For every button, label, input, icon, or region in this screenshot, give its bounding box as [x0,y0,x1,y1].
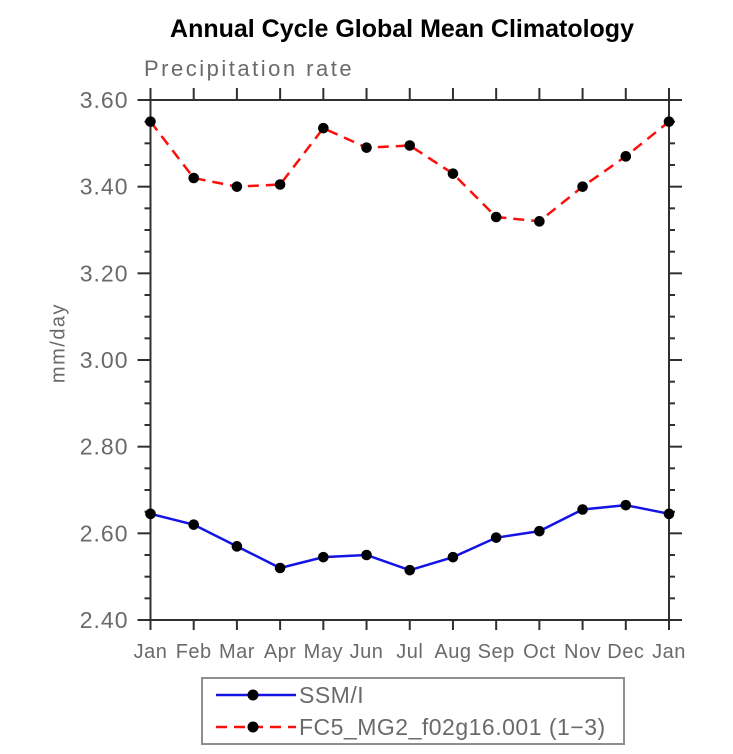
data-point-marker [188,172,200,184]
series-line-0 [150,503,670,572]
legend-label: SSM/I [299,681,365,708]
x-tick-label: Mar [219,641,255,663]
data-point-marker [274,562,286,574]
x-tick-label: Jan [652,641,686,663]
legend-line-sample [216,721,296,733]
x-tick-label: Dec [607,641,644,663]
x-tick-label: Sep [478,641,515,663]
data-point-marker [231,541,243,552]
data-point-marker [490,532,502,543]
y-tick-label: 2.40 [80,607,129,633]
data-point-marker [577,181,588,192]
x-tick-label: May [304,641,343,663]
data-point-marker [318,551,329,563]
data-point-marker [404,140,416,151]
chart-subtitle: Precipitation rate [144,56,355,81]
data-point-marker [577,504,588,515]
x-tick-label: Oct [523,641,556,663]
legend-entry: SSM/I [215,680,623,710]
y-tick-label: 2.60 [80,520,129,546]
data-point-marker [447,551,459,563]
x-tick-label: Aug [434,641,471,663]
data-point-marker [663,116,675,127]
chart-title: Annual Cycle Global Mean Climatology [170,15,634,43]
data-point-marker [318,122,329,134]
data-point-marker [447,168,459,179]
x-tick-label: Apr [264,641,297,663]
legend-entry: FC5_MG2_f02g16.001 (1−3) [215,712,623,742]
legend-line-sample [216,689,296,701]
data-point-marker [534,216,545,227]
y-tick-label: 2.80 [80,434,129,460]
x-tick-label: Jul [396,641,423,663]
y-tick-label: 3.40 [80,174,129,200]
data-point-marker [188,519,200,530]
y-tick-label: 3.60 [80,87,129,113]
data-point-marker [404,564,416,576]
data-point-marker [361,142,372,153]
legend-marker-icon [247,721,259,733]
data-point-marker [534,525,545,537]
y-tick-label: 3.20 [80,260,129,286]
legend: SSM/I FC5_MG2_f02g16.001 (1−3) [201,677,625,745]
data-point-marker [361,549,372,561]
data-point-marker [663,508,675,520]
legend-marker-icon [247,689,259,701]
x-tick-label: Nov [564,641,601,663]
data-point-marker [620,499,632,511]
series-line-1 [149,120,670,223]
legend-label: FC5_MG2_f02g16.001 (1−3) [299,713,606,740]
data-point-marker [145,116,156,127]
y-tick-label: 3.00 [80,347,129,373]
data-point-marker [145,508,156,520]
x-tick-label: Jun [350,641,384,663]
data-point-marker [490,211,502,223]
x-tick-label: Feb [176,641,212,663]
data-point-marker [620,151,632,162]
x-tick-label: Jan [134,641,168,663]
data-point-marker [274,179,286,190]
data-point-marker [231,181,243,192]
